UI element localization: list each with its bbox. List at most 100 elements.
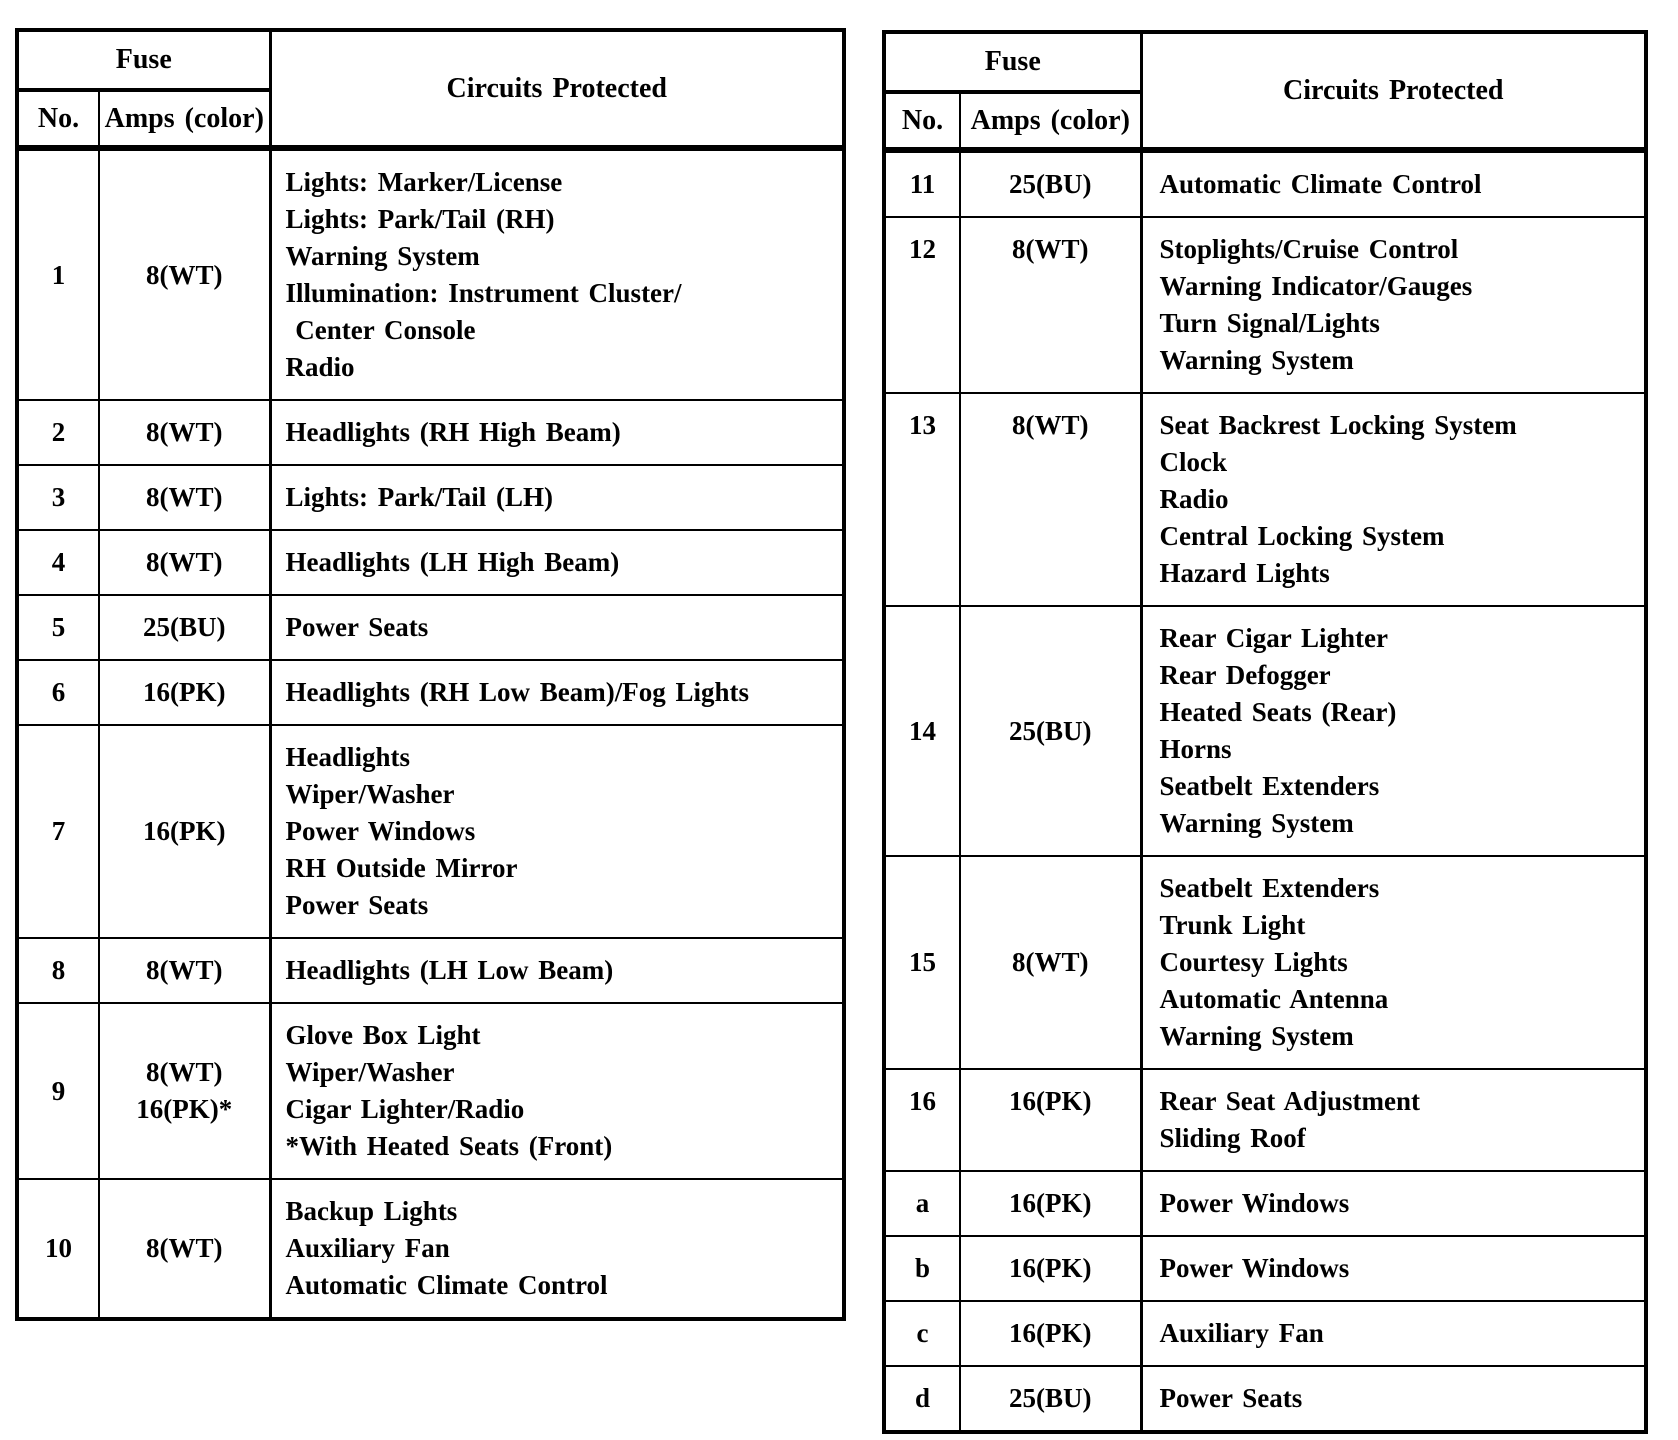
fuse-number-cell: 1: [16, 145, 100, 401]
text-line: 25(BU): [1009, 715, 1092, 746]
table-header: Fuse Circuits Protected No. Amps (color): [16, 29, 845, 149]
text-line: 8(WT): [146, 417, 223, 447]
fuse-amps-cell: 8(WT): [98, 399, 271, 466]
fuse-number-cell: 6: [16, 659, 100, 726]
header-row-columns: No. Amps (color): [883, 91, 1646, 151]
text-line: Power Seats: [1159, 1383, 1303, 1413]
text-line: c: [916, 1318, 929, 1348]
text-line: Warning Indicator/Gauges: [1159, 271, 1473, 301]
fuse-row-8: 8 8(WT) Headlights (LH Low Beam): [16, 937, 845, 1004]
fuse-table-left: Fuse Circuits Protected No. Amps (color)…: [15, 28, 846, 1321]
circuits-protected-cell: Lights: Park/Tail (LH): [268, 464, 845, 531]
text-line: RH Outside Mirror: [285, 853, 518, 883]
text-line: Warning System: [1159, 1021, 1354, 1051]
text-line: Headlights: [285, 742, 411, 772]
text-line: Radio: [285, 352, 355, 382]
text-line: Warning System: [1159, 345, 1354, 375]
fuse-row-4: 4 8(WT) Headlights (LH High Beam): [16, 529, 845, 596]
text-line: Lights: Park/Tail (LH): [285, 482, 554, 512]
text-line: 7: [51, 816, 66, 846]
fuse-row-10: 10 8(WT) Backup Lights Auxiliary Fan Automat…: [16, 1178, 845, 1320]
amps-color-header: Amps (color): [98, 89, 271, 149]
fuse-row-6: 6 16(PK) Headlights (RH Low Beam)/Fog Ligh…: [16, 659, 845, 726]
circuits-protected-header: Circuits Protected: [1139, 31, 1647, 151]
fuse-amps-cell: 8(WT): [98, 529, 271, 596]
text-line: Headlights (RH Low Beam)/Fog Lights: [285, 677, 750, 707]
text-line: Power Windows: [1159, 1253, 1350, 1283]
text-line: 25(BU): [1009, 1383, 1092, 1413]
fuse-number-cell: 12: [883, 216, 961, 394]
text-line: Warning System: [285, 241, 480, 271]
fuse-row-d: d 25(BU) Power Seats: [883, 1365, 1647, 1433]
circuits-protected-cell: Rear Cigar Lighter Rear Defogger Heated Se…: [1139, 605, 1647, 857]
circuits-protected-cell: Auxiliary Fan: [1139, 1300, 1647, 1367]
header-row-fuse: Fuse Circuits Protected: [16, 29, 845, 149]
fuse-amps-cell: 16(PK): [959, 1300, 1142, 1367]
text-line: 2: [51, 417, 66, 447]
fuse-number-cell: 10: [16, 1178, 100, 1320]
circuits-protected-cell: Stoplights/Cruise Control Warning Indicat…: [1139, 216, 1647, 394]
text-line: Hazard Lights: [1159, 558, 1330, 588]
circuits-protected-cell: Seat Backrest Locking System Clock Radio Ce…: [1139, 392, 1647, 607]
text-line: b: [914, 1253, 931, 1283]
circuits-protected-cell: Automatic Climate Control: [1139, 147, 1647, 218]
text-line: *With Heated Seats (Front): [285, 1131, 613, 1161]
text-line: 11: [909, 169, 936, 199]
fuse-amps-cell: 8(WT): [98, 1178, 271, 1320]
fuse-number-cell: d: [883, 1365, 961, 1433]
text-line: a: [915, 1188, 930, 1218]
fuse-amps-cell: 16(PK): [959, 1235, 1142, 1302]
fuse-header: Fuse: [883, 31, 1142, 94]
fuse-amps-cell: 8(WT) 16(PK)*: [98, 1002, 271, 1180]
fuse-amps-cell: 8(WT): [98, 145, 271, 401]
text-line: Auxiliary Fan: [285, 1233, 450, 1263]
text-line: Horns: [1159, 734, 1232, 764]
fuse-number-cell: 8: [16, 937, 100, 1004]
circuits-protected-cell: Headlights (LH Low Beam): [268, 937, 845, 1004]
text-line: Auxiliary Fan: [1159, 1318, 1324, 1348]
fuse-row-5: 5 25(BU) Power Seats: [16, 594, 845, 661]
text-line: 8(WT): [1012, 947, 1089, 977]
text-line: Center Console: [285, 315, 476, 345]
text-line: Courtesy Lights: [1159, 947, 1348, 977]
text-line: 6: [51, 677, 66, 707]
fuse-row-12: 12 8(WT) Stoplights/Cruise Control Warning …: [883, 216, 1647, 394]
text-line: Heated Seats (Rear): [1159, 697, 1397, 727]
circuits-protected-cell: Headlights (RH Low Beam)/Fog Lights: [268, 659, 845, 726]
fuse-row-13: 13 8(WT) Seat Backrest Locking System Clock…: [883, 392, 1647, 607]
text-line: 9: [51, 1075, 66, 1106]
circuits-protected-cell: Power Seats: [1139, 1365, 1647, 1433]
text-line: 8(WT): [1012, 234, 1089, 264]
fuse-number-cell: 14: [883, 605, 961, 857]
fuse-amps-cell: 8(WT): [959, 855, 1142, 1070]
text-line: Central Locking System: [1159, 521, 1445, 551]
circuits-protected-cell: Headlights (LH High Beam): [268, 529, 845, 596]
circuits-protected-cell: Seatbelt Extenders Trunk Light Courtesy Li…: [1139, 855, 1647, 1070]
fuse-amps-cell: 16(PK): [98, 724, 271, 939]
circuits-protected-cell: Glove Box Light Wiper/Washer Cigar Lighter…: [268, 1002, 845, 1180]
fuse-number-cell: 9: [16, 1002, 100, 1180]
text-line: Headlights (LH Low Beam): [285, 955, 614, 985]
text-line: 8(WT): [146, 259, 223, 290]
text-line: Power Windows: [1159, 1188, 1350, 1218]
circuits-protected-header: Circuits Protected: [268, 29, 845, 149]
circuits-protected-cell: Backup Lights Auxiliary Fan Automatic Clim…: [268, 1178, 845, 1320]
fuse-table-right: Fuse Circuits Protected No. Amps (color)…: [882, 30, 1648, 1434]
text-line: Seat Backrest Locking System: [1159, 410, 1517, 440]
fuse-number-cell: 7: [16, 724, 100, 939]
fuse-row-a: a 16(PK) Power Windows: [883, 1170, 1647, 1237]
text-line: Rear Cigar Lighter: [1159, 623, 1388, 653]
text-line: d: [914, 1383, 931, 1413]
text-line: Lights: Park/Tail (RH): [285, 204, 555, 234]
fuse-row-b: b 16(PK) Power Windows: [883, 1235, 1647, 1302]
fuse-row-c: c 16(PK) Auxiliary Fan: [883, 1300, 1647, 1367]
amps-color-header: Amps (color): [959, 91, 1142, 151]
text-line: 1: [51, 259, 66, 290]
fuse-amps-cell: 25(BU): [959, 605, 1142, 857]
text-line: 8(WT): [146, 482, 223, 512]
text-line: 16(PK): [1009, 1188, 1092, 1218]
text-line: Clock: [1159, 447, 1228, 477]
text-line: Sliding Roof: [1159, 1123, 1306, 1153]
fuse-row-1: 1 8(WT) Lights: Marker/License Lights: Park…: [16, 145, 845, 401]
